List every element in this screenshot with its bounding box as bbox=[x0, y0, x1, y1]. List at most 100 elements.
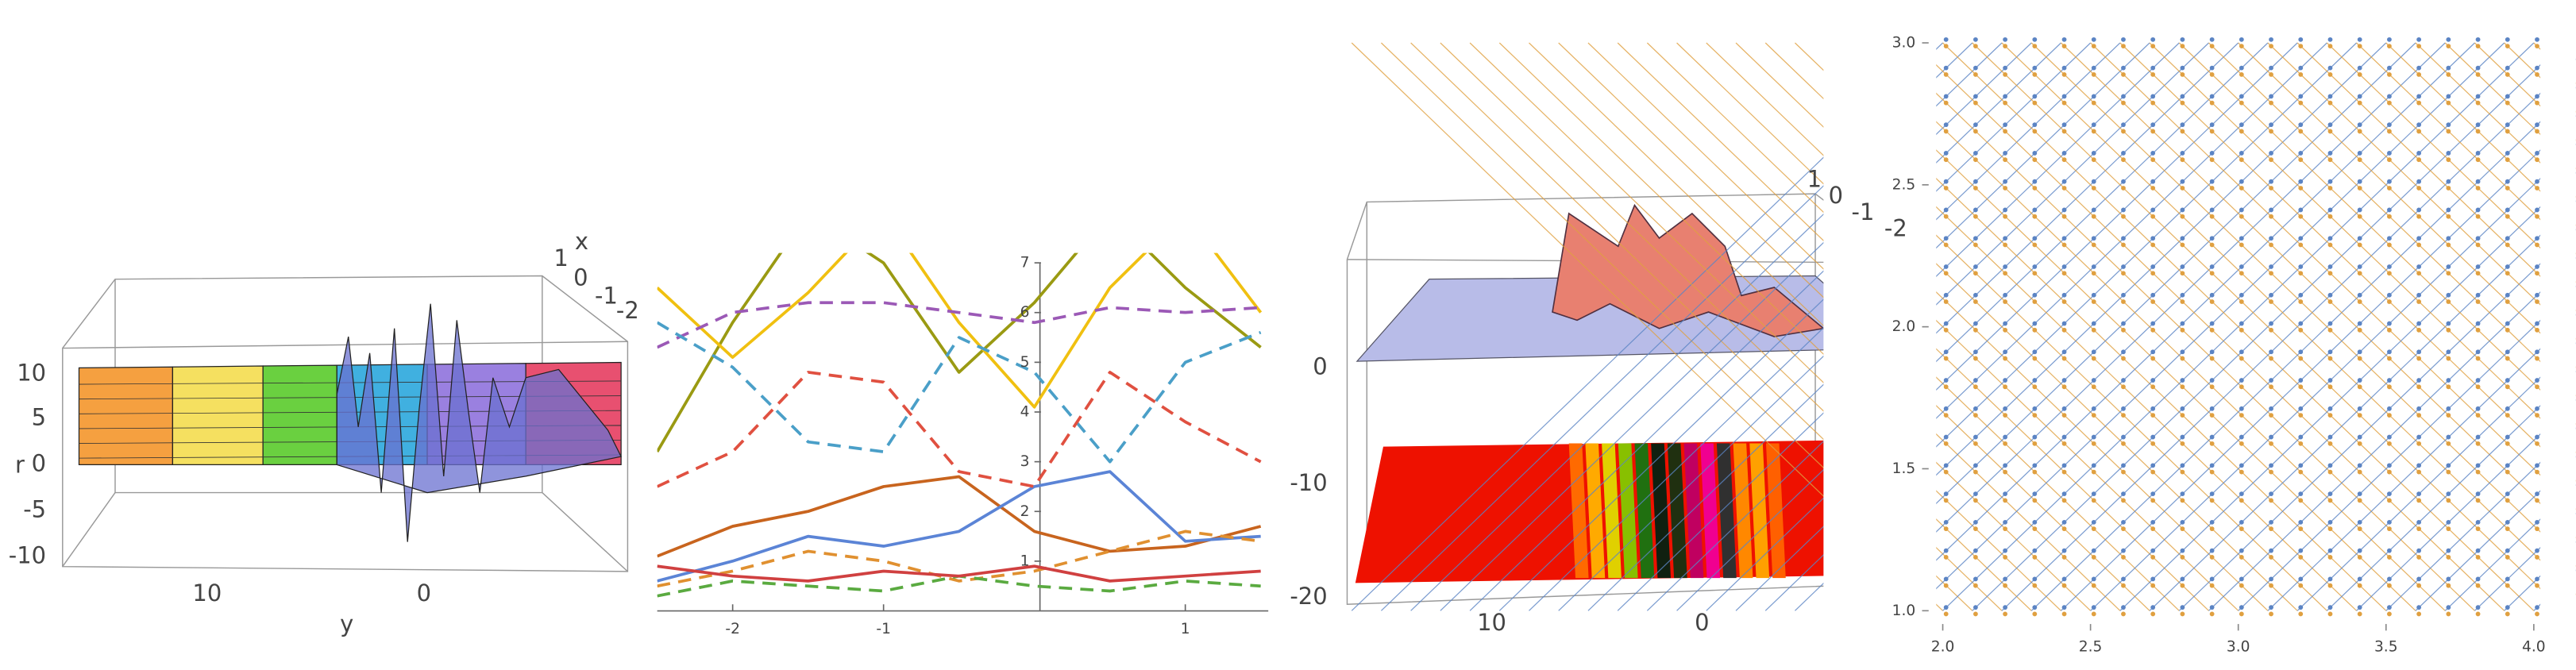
arrow-head bbox=[2327, 271, 2333, 276]
arrow-head bbox=[2357, 434, 2362, 440]
arrow-head bbox=[2298, 37, 2304, 42]
arrow-head bbox=[1972, 37, 1978, 42]
arrow-head bbox=[2327, 434, 2333, 440]
arrow-head bbox=[2032, 299, 2038, 304]
arrow-head bbox=[2416, 100, 2422, 106]
arrow-head bbox=[2032, 242, 2038, 248]
arrow-head bbox=[2446, 72, 2451, 77]
arrow-head bbox=[2150, 327, 2156, 333]
arrow-head bbox=[2180, 299, 2185, 304]
arrow-head bbox=[2180, 548, 2185, 553]
arrow-head bbox=[2150, 100, 2156, 106]
arrow-head bbox=[2298, 469, 2304, 475]
y-tick-label: 2.5 bbox=[1892, 176, 1916, 193]
arrow-head bbox=[2061, 207, 2067, 213]
arrow-head bbox=[2180, 378, 2185, 383]
z-tick-label: 5 bbox=[32, 404, 46, 431]
arrow-head bbox=[2416, 65, 2422, 71]
arrow-head bbox=[1972, 122, 1978, 128]
x-tick-label: -2 bbox=[1884, 215, 1907, 242]
arrow-head bbox=[2298, 72, 2304, 77]
arrow-head bbox=[2475, 37, 2481, 42]
stream-line bbox=[1706, 42, 2298, 611]
arrow-head bbox=[2209, 498, 2215, 503]
arrow-head bbox=[1943, 349, 1949, 355]
arrow-head bbox=[2535, 186, 2539, 191]
arrow-head bbox=[2239, 122, 2244, 128]
arrow-head bbox=[2150, 519, 2156, 525]
arrow-head bbox=[2003, 157, 2008, 163]
arrow-head bbox=[1972, 292, 1978, 298]
arrow-head bbox=[2357, 299, 2362, 304]
z-tick-label: 0 bbox=[1313, 352, 1327, 379]
arrow-head bbox=[2387, 605, 2392, 610]
arrow-head bbox=[1972, 186, 1978, 191]
arrow-head bbox=[2535, 151, 2539, 156]
arrow-head bbox=[2269, 498, 2273, 503]
arrow-head bbox=[2209, 72, 2215, 77]
arrow-head bbox=[2269, 264, 2273, 269]
arrow-head bbox=[2180, 271, 2185, 276]
arrow-head bbox=[2446, 378, 2451, 383]
surface-strip bbox=[172, 365, 264, 466]
arrow-head bbox=[2121, 434, 2126, 440]
arrow-head bbox=[2357, 441, 2362, 446]
arrow-head bbox=[2475, 526, 2481, 532]
arrow-head bbox=[2091, 576, 2096, 582]
y-axis-label: y bbox=[340, 610, 353, 637]
arrow-head bbox=[2505, 72, 2510, 77]
arrow-head bbox=[2357, 378, 2362, 383]
arrow-head bbox=[2091, 37, 2096, 42]
arrow-head bbox=[2091, 406, 2096, 411]
arrow-head bbox=[2387, 555, 2392, 560]
arrow-head bbox=[2003, 264, 2008, 269]
arrow-head bbox=[2475, 44, 2481, 49]
arrow-head bbox=[2121, 555, 2126, 560]
arrow-head bbox=[2475, 65, 2481, 71]
arrow-head bbox=[2032, 157, 2038, 163]
arrow-head bbox=[2327, 321, 2333, 326]
arrow-head bbox=[2298, 44, 2304, 49]
arrow-head bbox=[2032, 122, 2038, 128]
arrow-head bbox=[2387, 356, 2392, 361]
arrow-head bbox=[1943, 583, 1949, 588]
arrow-head bbox=[2003, 271, 2008, 276]
arrow-head bbox=[2505, 378, 2510, 383]
arrow-head bbox=[2475, 491, 2481, 497]
arrow-head bbox=[2535, 122, 2539, 128]
arrow-head bbox=[2180, 413, 2185, 418]
arrow-head bbox=[2091, 264, 2096, 269]
x-tick-label: 1 bbox=[1181, 621, 1190, 637]
arrow-head bbox=[2416, 122, 2422, 128]
x-axis-label: x bbox=[575, 228, 588, 255]
arrow-head bbox=[2387, 157, 2392, 163]
arrow-head bbox=[2121, 576, 2126, 582]
arrow-head bbox=[2298, 179, 2304, 184]
arrow-head bbox=[1943, 548, 1949, 553]
stream-line bbox=[2090, 42, 2576, 510]
arrow-head bbox=[1972, 576, 1978, 582]
arrow-head bbox=[2121, 94, 2126, 99]
arrow-head bbox=[2209, 157, 2215, 163]
arrow-head bbox=[2298, 349, 2304, 355]
arrow-head bbox=[2121, 236, 2126, 241]
line-plot bbox=[657, 252, 1263, 598]
arrow-head bbox=[2298, 356, 2304, 361]
arrow-head bbox=[2535, 611, 2539, 617]
arrow-head bbox=[2416, 356, 2422, 361]
arrow-head bbox=[2505, 463, 2510, 468]
arrow-head bbox=[2535, 44, 2539, 49]
arrow-head bbox=[2327, 469, 2333, 475]
arrow-head bbox=[1972, 94, 1978, 99]
arrow-head bbox=[2032, 44, 2038, 49]
arrow-head bbox=[2446, 327, 2451, 333]
stream-line bbox=[2385, 427, 2576, 611]
arrow-head bbox=[2061, 327, 2067, 333]
arrow-head bbox=[1943, 498, 1949, 503]
series-line bbox=[657, 252, 1262, 453]
arrow-head bbox=[2121, 264, 2126, 269]
arrow-head bbox=[2298, 441, 2304, 446]
arrow-head bbox=[2475, 157, 2481, 163]
arrow-head bbox=[2150, 576, 2156, 582]
arrow-head bbox=[2061, 498, 2067, 503]
